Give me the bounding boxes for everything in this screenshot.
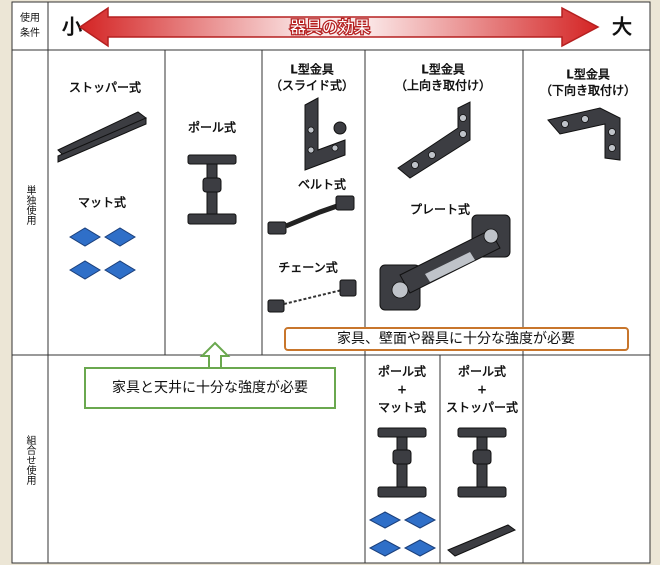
table-frame: [11, 1, 651, 564]
combo-label: ポール式: [378, 364, 426, 379]
l-up-icon: [397, 101, 471, 179]
note-box: [284, 327, 629, 351]
note-box: [84, 367, 336, 409]
item-label: （下向き取付け）: [540, 83, 636, 98]
note-walls: 家具、壁面や器具に十分な強度が必要: [337, 330, 575, 347]
belt-icon: [267, 195, 355, 235]
condition-label: 使用: [20, 11, 40, 24]
grid: [12, 2, 650, 563]
stopper-icon: [57, 117, 147, 163]
chain-icon: [267, 279, 357, 313]
item-label: マット式: [78, 195, 126, 210]
note-ceiling: 家具と天井に十分な強度が必要: [112, 379, 308, 396]
pole-stopper-icon: [447, 427, 517, 557]
item-label: （上向き取付け）: [395, 78, 491, 93]
item-label: （スライド式）: [270, 78, 354, 93]
item-label: プレート式: [410, 202, 470, 217]
item-label: L型金具: [421, 62, 465, 77]
large-label: 大: [612, 15, 632, 39]
condition-label: 条件: [20, 26, 40, 39]
item-label: ポール式: [188, 120, 236, 135]
item-label: チェーン式: [278, 260, 337, 275]
l-down-icon: [547, 107, 621, 161]
effect-label: 器具の効果: [290, 18, 370, 37]
plate-icon: [379, 214, 511, 311]
row-label: 単独使用: [24, 184, 36, 226]
combo-label: ストッパー式: [446, 400, 518, 415]
item-label: ベルト式: [298, 177, 346, 192]
item-label: L型金具: [566, 67, 610, 82]
pole-icon: [187, 154, 237, 225]
row-label: 組合せ使用: [24, 434, 36, 486]
small-label: 小: [62, 15, 82, 39]
combo-label: +: [477, 383, 487, 397]
item-labels: ストッパー式 マット式 ポール式 L型金具 （スライド式） ベルト式 チェーン式…: [69, 62, 636, 415]
pole-mat-icon: [368, 427, 437, 557]
combo-label: ポール式: [458, 364, 506, 379]
effect-arrow: [78, 6, 600, 48]
combo-label: +: [397, 383, 407, 397]
mat-icon: [69, 227, 136, 280]
icons: [57, 97, 621, 557]
item-label: L型金具: [290, 62, 334, 77]
combo-label: マット式: [378, 400, 426, 415]
item-label: ストッパー式: [69, 80, 141, 95]
l-slide-icon: [304, 97, 347, 171]
